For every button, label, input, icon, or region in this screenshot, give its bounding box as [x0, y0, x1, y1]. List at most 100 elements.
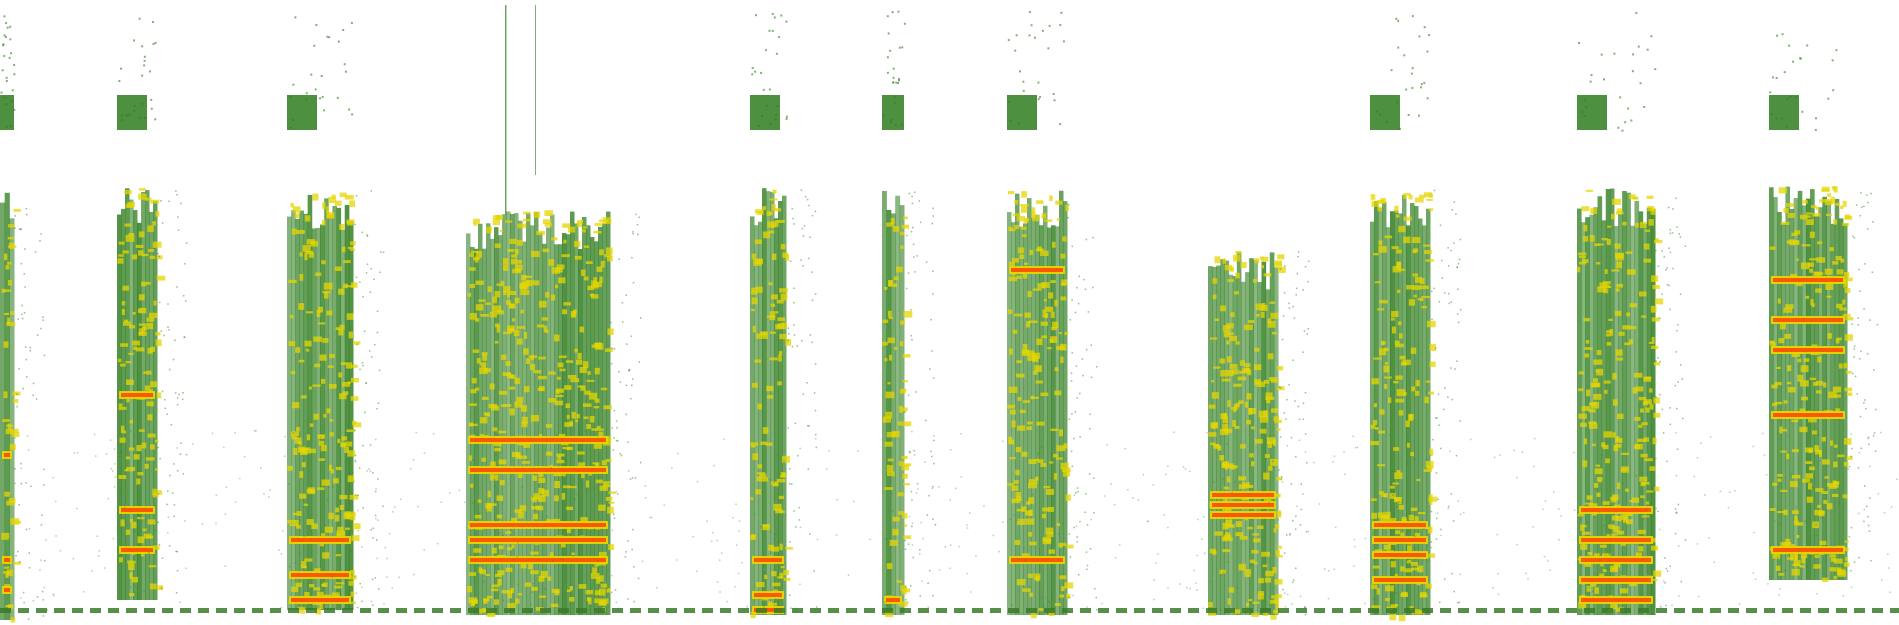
- energy-patch: [576, 451, 585, 455]
- energy-patch: [514, 401, 523, 408]
- energy-patch: [1270, 614, 1277, 620]
- noise-speck: [1088, 473, 1091, 475]
- background-noise: [1778, 594, 1781, 596]
- noise-speck: [1304, 266, 1307, 268]
- energy-patch: [129, 518, 134, 523]
- noise-speck: [173, 515, 175, 518]
- background-noise: [1186, 586, 1188, 589]
- noise-speck: [1288, 302, 1290, 305]
- energy-patch: [1426, 198, 1433, 201]
- energy-patch: [541, 489, 549, 497]
- noise-speck: [13, 64, 16, 67]
- background-noise: [1858, 452, 1861, 454]
- energy-patch: [485, 302, 492, 305]
- energy-patch: [1625, 519, 1633, 525]
- background-noise: [1406, 462, 1408, 464]
- energy-patch: [594, 367, 600, 375]
- energy-patch: [568, 485, 577, 489]
- energy-patch: [1836, 303, 1843, 309]
- energy-patch: [604, 254, 613, 258]
- background-noise: [1658, 528, 1661, 531]
- noise-speck: [1295, 294, 1297, 296]
- background-noise: [331, 576, 334, 579]
- noise-speck: [1447, 505, 1450, 508]
- background-noise: [357, 509, 359, 512]
- energy-patch: [1783, 207, 1789, 214]
- baseline-dash: [684, 608, 695, 613]
- background-noise: [1598, 511, 1601, 513]
- noise-speck: [1305, 530, 1308, 533]
- background-noise: [1516, 543, 1518, 546]
- background-noise: [934, 524, 937, 526]
- body-strip: [299, 210, 304, 611]
- energy-patch: [1398, 225, 1406, 233]
- energy-patch: [1227, 598, 1231, 605]
- noise-speck: [890, 118, 893, 121]
- noise-speck: [1282, 315, 1285, 317]
- energy-patch: [1606, 330, 1612, 333]
- noise-speck: [886, 71, 889, 74]
- energy-patch: [539, 595, 546, 598]
- energy-patch: [1808, 448, 1813, 454]
- noise-speck: [182, 392, 184, 394]
- energy-patch: [1637, 529, 1646, 535]
- energy-patch: [533, 370, 542, 374]
- noise-speck: [176, 286, 178, 288]
- noise-speck: [1081, 358, 1084, 360]
- background-noise: [1769, 575, 1772, 578]
- background-noise: [1090, 518, 1092, 521]
- energy-patch: [1259, 256, 1264, 260]
- background-noise: [969, 591, 972, 593]
- noise-speck: [1655, 249, 1657, 252]
- background-noise: [1603, 524, 1605, 527]
- energy-patch: [1238, 476, 1247, 481]
- background-noise: [1414, 547, 1417, 549]
- noise-speck: [350, 21, 353, 24]
- noise-speck: [1457, 262, 1460, 265]
- energy-patch: [288, 279, 297, 283]
- energy-patch: [122, 406, 127, 410]
- energy-patch: [1223, 534, 1232, 541]
- noise-speck: [809, 334, 812, 336]
- background-noise: [133, 529, 135, 532]
- noise-speck: [305, 98, 308, 101]
- background-noise: [1353, 565, 1355, 567]
- energy-patch: [142, 528, 147, 532]
- background-noise: [1031, 493, 1034, 496]
- body-strip: [344, 205, 350, 610]
- background-noise: [157, 493, 160, 495]
- energy-patch: [1230, 312, 1235, 317]
- noise-speck: [1086, 524, 1089, 526]
- energy-patch: [1582, 460, 1588, 468]
- background-noise: [76, 507, 78, 510]
- noise-speck: [138, 17, 141, 20]
- noise-speck: [36, 596, 39, 598]
- body-strip: [1589, 214, 1594, 615]
- energy-patch: [600, 387, 608, 391]
- hot-band: [1374, 538, 1426, 542]
- energy-patch: [1578, 261, 1587, 265]
- energy-patch: [1815, 449, 1822, 455]
- energy-patch: [1045, 488, 1054, 495]
- background-noise: [1296, 505, 1298, 507]
- energy-patch: [1032, 288, 1042, 291]
- noise-speck: [766, 104, 769, 107]
- noise-speck: [1876, 323, 1879, 326]
- energy-patch: [1376, 588, 1380, 595]
- background-noise: [320, 436, 322, 439]
- energy-patch: [1263, 380, 1270, 384]
- energy-patch: [569, 420, 573, 427]
- noise-speck: [932, 485, 934, 488]
- background-noise: [502, 599, 505, 602]
- energy-patch: [1427, 527, 1433, 534]
- background-noise: [91, 570, 93, 572]
- energy-patch: [601, 460, 607, 466]
- energy-patch: [138, 429, 145, 432]
- energy-patch: [1769, 340, 1775, 346]
- energy-patch: [1016, 275, 1022, 279]
- background-noise: [1622, 482, 1624, 485]
- hot-band: [1581, 538, 1651, 542]
- noise-speck: [1085, 348, 1088, 351]
- noise-speck: [806, 198, 809, 201]
- energy-patch: [1373, 403, 1378, 408]
